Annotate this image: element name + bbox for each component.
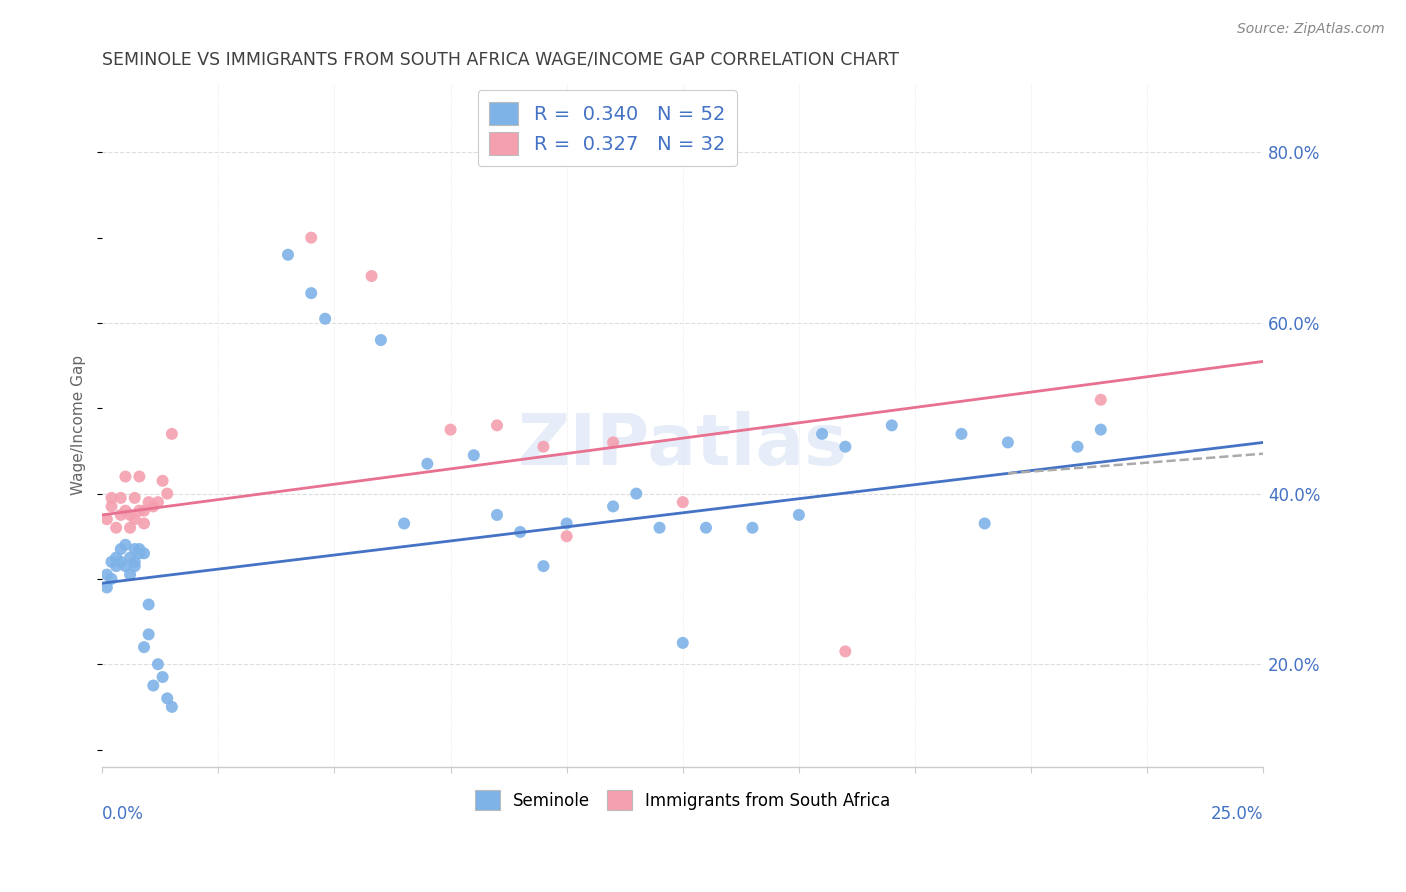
Point — [114, 469, 136, 483]
Point — [100, 500, 122, 514]
Point — [997, 435, 1019, 450]
Point — [672, 495, 695, 509]
Point — [105, 559, 128, 574]
Point — [533, 559, 555, 574]
Point — [299, 286, 322, 301]
Point — [602, 500, 624, 514]
Point — [132, 546, 155, 560]
Point — [138, 495, 160, 509]
Point — [124, 542, 146, 557]
Point — [156, 691, 179, 706]
Point — [626, 486, 648, 500]
Point — [142, 679, 165, 693]
Text: ZIPatlas: ZIPatlas — [517, 411, 848, 480]
Point — [128, 542, 150, 557]
Point — [555, 516, 578, 531]
Point — [160, 426, 183, 441]
Point — [880, 418, 903, 433]
Point — [120, 521, 142, 535]
Point — [152, 474, 174, 488]
Point — [114, 559, 136, 574]
Point — [741, 521, 763, 535]
Point — [811, 426, 834, 441]
Point — [277, 248, 299, 262]
Point — [370, 333, 392, 347]
Point — [110, 555, 132, 569]
Point — [299, 230, 322, 244]
Point — [416, 457, 439, 471]
Point — [124, 491, 146, 505]
Point — [110, 491, 132, 505]
Point — [132, 503, 155, 517]
Point — [142, 500, 165, 514]
Point — [110, 542, 132, 557]
Point — [533, 440, 555, 454]
Text: 0.0%: 0.0% — [103, 805, 143, 823]
Point — [138, 598, 160, 612]
Point — [146, 657, 169, 672]
Point — [124, 559, 146, 574]
Point — [485, 508, 508, 522]
Point — [648, 521, 671, 535]
Point — [96, 581, 118, 595]
Point — [834, 440, 856, 454]
Point — [128, 469, 150, 483]
Point — [105, 550, 128, 565]
Point — [100, 572, 122, 586]
Point — [138, 627, 160, 641]
Point — [114, 538, 136, 552]
Point — [787, 508, 810, 522]
Point — [555, 529, 578, 543]
Point — [128, 546, 150, 560]
Point — [602, 435, 624, 450]
Point — [100, 555, 122, 569]
Text: 25.0%: 25.0% — [1211, 805, 1264, 823]
Point — [463, 448, 485, 462]
Point — [439, 423, 461, 437]
Point — [114, 503, 136, 517]
Point — [96, 512, 118, 526]
Point — [132, 516, 155, 531]
Point — [124, 555, 146, 569]
Point — [360, 268, 382, 283]
Point — [132, 640, 155, 655]
Point — [160, 699, 183, 714]
Point — [672, 636, 695, 650]
Point — [834, 644, 856, 658]
Point — [105, 521, 128, 535]
Point — [96, 567, 118, 582]
Point — [152, 670, 174, 684]
Point — [314, 311, 336, 326]
Point — [128, 503, 150, 517]
Text: SEMINOLE VS IMMIGRANTS FROM SOUTH AFRICA WAGE/INCOME GAP CORRELATION CHART: SEMINOLE VS IMMIGRANTS FROM SOUTH AFRICA… — [103, 51, 900, 69]
Point — [124, 512, 146, 526]
Point — [1066, 440, 1088, 454]
Point — [695, 521, 717, 535]
Point — [156, 486, 179, 500]
Point — [110, 508, 132, 522]
Y-axis label: Wage/Income Gap: Wage/Income Gap — [72, 355, 86, 495]
Point — [950, 426, 973, 441]
Point — [1090, 423, 1112, 437]
Point — [485, 418, 508, 433]
Point — [120, 508, 142, 522]
Point — [120, 567, 142, 582]
Point — [973, 516, 995, 531]
Text: Source: ZipAtlas.com: Source: ZipAtlas.com — [1237, 22, 1385, 37]
Legend: Seminole, Immigrants from South Africa: Seminole, Immigrants from South Africa — [468, 784, 897, 816]
Point — [392, 516, 415, 531]
Point — [100, 491, 122, 505]
Point — [146, 495, 169, 509]
Point — [120, 550, 142, 565]
Point — [1090, 392, 1112, 407]
Point — [509, 524, 531, 539]
